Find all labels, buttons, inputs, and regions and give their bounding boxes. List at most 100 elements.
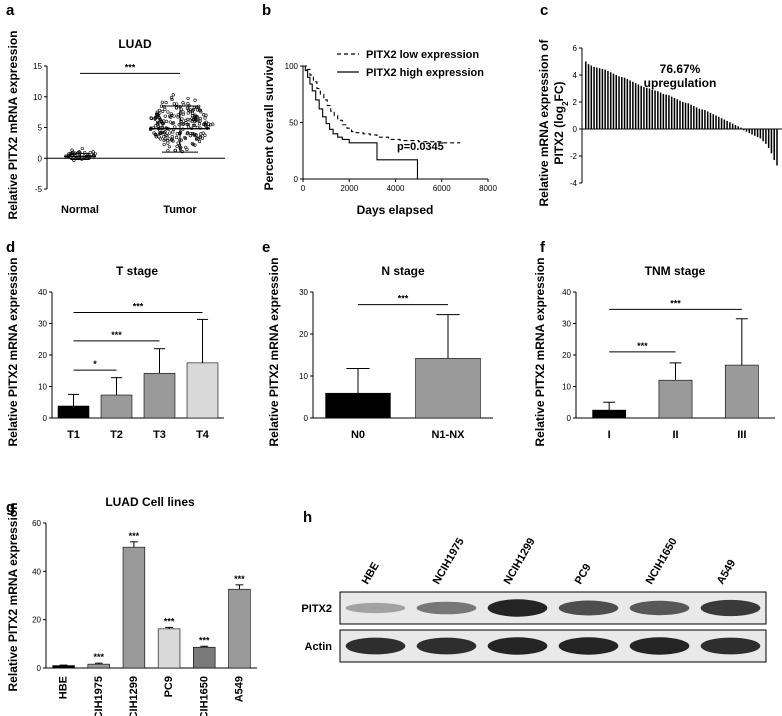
data-point-a [193, 98, 197, 102]
data-point-a [180, 117, 184, 121]
data-point-a [164, 119, 169, 123]
x-category-f: I [608, 429, 611, 441]
data-point-a [204, 120, 208, 124]
data-point-a [167, 145, 172, 149]
data-point-a [166, 110, 170, 114]
waterfall-bar [657, 91, 659, 129]
chart-title-d: T stage [116, 264, 158, 278]
y-axis-label-b: Percent overall survival [262, 56, 276, 191]
waterfall-bar [601, 68, 604, 129]
lane-label: A549 [715, 558, 739, 587]
y-tick-label-g: 20 [32, 616, 41, 625]
panel-label-e: e [262, 239, 270, 256]
data-point-a [160, 130, 164, 134]
data-point-a [161, 109, 165, 113]
data-point-a [168, 131, 172, 135]
waterfall-bar [770, 129, 773, 154]
bar-g [193, 646, 216, 669]
x-category-g: NCIH1299 [128, 676, 140, 716]
x-category-d: T1 [67, 429, 80, 441]
y-tick-label-c: 2 [573, 98, 578, 107]
data-point-a [199, 110, 203, 114]
y-tick-label-g: 60 [32, 519, 41, 528]
star-label-g: *** [164, 616, 175, 626]
blot-row-label: Actin [305, 641, 333, 653]
x-category-f: II [672, 429, 678, 441]
x-tick-label-b: 0 [301, 184, 306, 193]
y-tick-label-g: 0 [37, 664, 42, 673]
waterfall-bar [720, 118, 723, 129]
data-point-a [194, 116, 198, 120]
data-point-a [186, 131, 190, 135]
waterfall-bar [645, 87, 648, 129]
panel-label-f: f [540, 239, 546, 256]
panel-label-g: g [6, 499, 15, 516]
bar-f [724, 364, 759, 419]
data-point-a [158, 137, 163, 141]
blot-band [416, 601, 477, 615]
waterfall-bar [626, 79, 629, 129]
blot-band [345, 602, 406, 614]
blot-band [700, 599, 761, 617]
lane-label: PC9 [573, 562, 594, 587]
data-point-a [171, 130, 175, 134]
waterfall-bar [618, 76, 620, 129]
y-tick-label-c: -2 [570, 152, 578, 161]
blot-band [629, 600, 690, 616]
data-point-a [149, 116, 153, 120]
waterfall-bar [684, 102, 687, 129]
bar-d [143, 372, 176, 419]
significance-label-a: *** [125, 62, 136, 72]
waterfall-bar [718, 116, 720, 129]
data-point-a [200, 136, 205, 140]
data-point-a [165, 134, 169, 138]
data-point-a [198, 136, 202, 140]
blot-band [629, 637, 690, 655]
waterfall-bar [723, 119, 726, 129]
waterfall-bar [621, 77, 623, 129]
data-point-a [157, 121, 161, 125]
data-point-a [171, 139, 175, 143]
data-point-a [162, 105, 166, 109]
data-point-a [171, 93, 175, 97]
waterfall-bar [726, 120, 728, 129]
blot-band [487, 637, 548, 655]
y-label-part: FC) [552, 81, 566, 101]
y-label-subscript: 2 [561, 101, 570, 106]
waterfall-bar [751, 129, 753, 135]
data-point-a [163, 107, 167, 111]
data-point-a [171, 121, 176, 125]
star-label-g: *** [129, 531, 140, 541]
bar-d [57, 405, 90, 419]
data-point-a [88, 150, 92, 155]
data-point-a [93, 152, 97, 156]
data-point-a [196, 119, 200, 123]
data-point-a [181, 122, 185, 127]
blot-row-label: PITX2 [301, 603, 332, 615]
y-tick-label-f: 10 [562, 383, 571, 392]
blot-strip-pitx2 [339, 591, 767, 625]
y-tick-label-a: 0 [38, 154, 43, 163]
data-point-a [193, 113, 197, 117]
waterfall-bar [701, 109, 703, 129]
data-point-a [152, 131, 156, 135]
data-point-a [170, 113, 174, 118]
x-category-d: T4 [196, 429, 210, 441]
waterfall-bar [598, 68, 601, 129]
data-point-a [170, 97, 174, 102]
data-point-a [176, 141, 180, 145]
blot-band [416, 637, 477, 655]
bar-g [52, 665, 75, 669]
panel-label-a: a [6, 2, 15, 19]
significance-label-d: * [93, 359, 97, 369]
y-tick-label-c: 4 [573, 71, 578, 80]
data-point-a [197, 108, 201, 112]
waterfall-bar [643, 87, 645, 129]
waterfall-bar [659, 92, 662, 129]
data-point-a [186, 102, 190, 106]
data-point-a [192, 133, 196, 137]
blot-band [345, 637, 406, 655]
x-category-g: HBE [58, 676, 70, 699]
x-category-g: NCIH1975 [93, 676, 105, 716]
y-tick-label-d: 10 [38, 383, 47, 392]
